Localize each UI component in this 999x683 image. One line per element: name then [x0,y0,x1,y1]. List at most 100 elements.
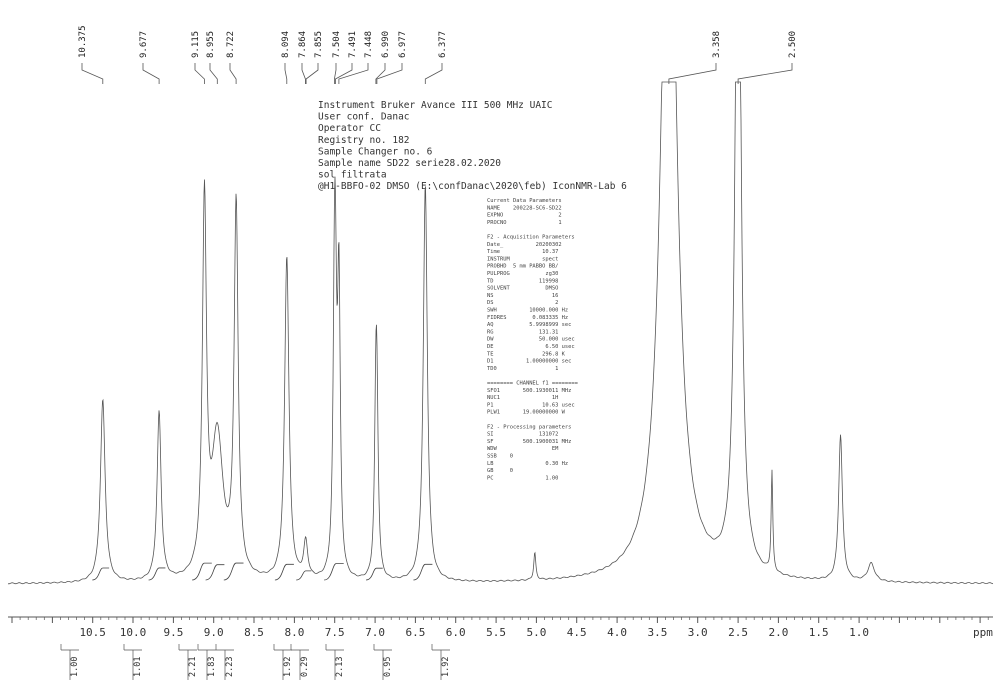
peak-label: 9.115 [191,31,201,58]
x-tick-label: 1.0 [849,626,869,639]
peak-label: 6.977 [398,31,408,58]
header-line: User conf. Danac [318,112,410,123]
header-line: Registry no. 182 [318,135,410,146]
header-line: Sample name SD22 serie28.02.2020 [318,158,501,169]
parameter-line: LB 0.30 Hz [487,461,568,467]
x-tick-label: 5.0 [526,626,546,639]
integral-bracket [215,644,234,651]
peak-label-leader [376,63,403,84]
parameter-line: PROCNO 1 [487,220,562,226]
peak-label-leader [338,63,369,84]
integral-bracket [178,644,197,651]
parameter-line: RG 131.31 [487,329,558,335]
peak-label-layer: 10.375 9.677 9.115 8.955 8.722 8.094 7.864 7.85… [78,25,798,84]
parameter-line: PLW1 19.00000000 W [487,410,566,416]
x-tick-label: 3.5 [647,626,667,639]
peak-label: 7.855 [314,31,324,58]
header-line: Operator CC [318,123,381,134]
peak-label-leader [305,63,319,84]
x-tick-label: 9.0 [204,626,224,639]
peak-label: 8.722 [226,31,236,58]
x-tick-label: 7.5 [325,626,345,639]
parameter-line: SI 131072 [487,432,558,438]
integral-value: 1.92 [283,657,293,677]
parameter-line: D1 1.00000000 sec [487,359,571,365]
integral-value: 2.23 [225,657,235,677]
parameter-line: DE 6.50 usec [487,344,575,350]
x-tick-label: 6.5 [405,626,425,639]
parameter-line: NS 16 [487,293,558,299]
peak-label: 8.094 [281,31,291,58]
integral-bracket [373,644,392,651]
parameter-line: TD0 1 [487,366,558,372]
parameter-line: INSTRUM spect [487,256,558,262]
parameter-line: P1 10.63 usec [487,402,575,408]
parameter-line: ======== CHANNEL f1 ======== [487,381,579,387]
parameter-line: Date_ 20200302 [487,242,562,248]
peak-label-leader [424,63,443,84]
peak-label: 3.358 [712,31,722,58]
x-tick-label: 4.0 [607,626,627,639]
integral-bracket [431,644,450,651]
x-tick-label: 5.5 [486,626,506,639]
x-tick-label: 8.0 [284,626,304,639]
integral-bracket [325,644,344,651]
x-tick-label: 2.0 [768,626,788,639]
peak-label-leader [335,63,353,84]
parameter-line: WDW EM [487,446,559,452]
integral-value: 1.92 [441,657,451,677]
parameter-line: SWH 10000.000 Hz [487,308,568,314]
peak-label-leader [229,63,237,84]
peak-label-leader [668,63,717,84]
parameter-line: EXPNO 2 [487,213,562,219]
parameter-line: F2 - Acquisition Parameters [487,235,575,241]
peak-label: 6.990 [381,31,391,58]
peak-label-leader [142,63,160,84]
parameter-line: DW 50.000 usec [487,337,575,343]
peak-label: 7.864 [298,31,308,58]
integral-value: 1.00 [70,657,80,677]
parameter-line: TD 119998 [487,278,558,284]
integral-curves [92,562,433,581]
spectrum-line [7,81,994,585]
peak-label: 7.448 [364,31,374,58]
peak-label-leader [737,63,793,84]
x-tick-label: 8.5 [244,626,264,639]
peak-label: 2.500 [788,31,798,58]
header-line: Instrument Bruker Avance III 500 MHz UAI… [318,100,553,111]
parameter-line: NAME 200228-SC6-SD22 [487,205,562,211]
x-tick-label: 2.5 [728,626,748,639]
peak-label: 6.377 [438,31,448,58]
parameter-line: FIDRES 0.083335 Hz [487,315,568,321]
parameter-line: PC 1.00 [487,475,558,481]
parameter-line: NUC1 1H [487,395,558,401]
peak-label-leader [81,63,104,84]
integral-value: 0.29 [300,657,310,677]
peak-label: 7.504 [332,31,342,58]
parameter-line: SSB 0 [487,454,513,460]
integral-value: 2.13 [335,657,345,677]
peak-label: 9.677 [139,31,149,58]
parameter-line: GB 0 [487,468,513,474]
x-tick-label: 1.5 [809,626,829,639]
parameter-line: PULPROG zg30 [487,271,558,277]
x-axis-ticks: 10.5 10.0 9.5 9.0 8.5 8.0 7.5 7.0 6.5 6.0 5.5 5.0 4.… [11,617,989,639]
parameter-line: PROBHD 5 mm PABBO BB/ [487,264,558,270]
parameter-line: SOLVENT DMSO [487,286,558,292]
parameter-line: SF 500.1900031 MHz [487,439,571,445]
integral-value: 0.95 [383,657,393,677]
x-axis-label: ppm [973,626,993,639]
peak-label: 10.375 [78,25,88,58]
peak-label-leader [284,63,288,84]
header-line: @H1-BBFO-02 DMSO (E:\confDanac\2020\feb)… [318,181,627,192]
integral-value: 1.83 [207,657,217,677]
integral-value: 2.21 [188,657,198,677]
integral-bracket [197,644,216,651]
x-tick-label: 10.0 [120,626,147,639]
header-line: Sample Changer no. 6 [318,146,433,157]
parameter-line: Time 10.37 [487,249,558,255]
header-line: sol filtrata [318,170,387,181]
integral-bracket [273,644,292,651]
x-tick-label: 4.5 [567,626,587,639]
